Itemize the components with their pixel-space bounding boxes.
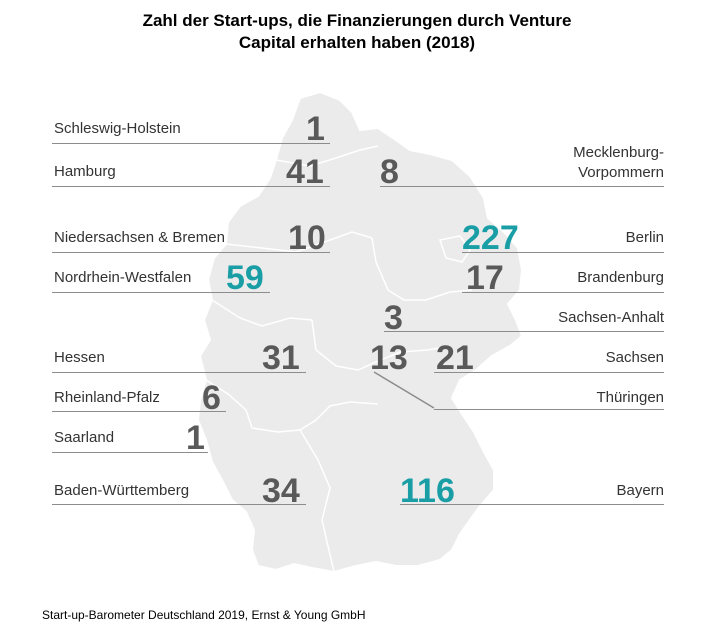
- rule-brandenburg: [462, 292, 664, 293]
- rule-hessen: [52, 372, 306, 373]
- label-sachsen: Sachsen: [605, 349, 664, 366]
- rule-schleswig-holstein: [52, 143, 330, 144]
- source-note: Start-up-Barometer Deutschland 2019, Ern…: [42, 608, 366, 622]
- rule-sachsen-anhalt: [384, 331, 664, 332]
- value-baden-wuerttemberg: 34: [262, 472, 300, 510]
- rule-niedersachsen-bremen: [52, 252, 330, 253]
- value-mecklenburg-vorpommern: 8: [380, 153, 399, 191]
- label-sachsen-anhalt: Sachsen-Anhalt: [558, 309, 664, 326]
- label-berlin: Berlin: [625, 229, 664, 246]
- title-line-2: Capital erhalten haben (2018): [238, 33, 476, 52]
- title-line-1: Zahl der Start-ups, die Finanzierungen d…: [142, 11, 572, 30]
- rule-sachsen: [434, 372, 664, 373]
- label-baden-wuerttemberg: Baden-Württemberg: [54, 482, 190, 499]
- value-hamburg: 41: [286, 153, 324, 191]
- label-schleswig-holstein: Schleswig-Holstein: [54, 120, 181, 137]
- value-nordrhein-westfalen: 59: [226, 259, 264, 297]
- value-saarland: 1: [186, 419, 205, 457]
- label-thueringen: Thüringen: [596, 389, 664, 406]
- label-hamburg: Hamburg: [54, 163, 116, 180]
- label-saarland: Saarland: [54, 429, 115, 446]
- value-thueringen: 13: [370, 339, 408, 377]
- label-hessen: Hessen: [54, 349, 105, 366]
- value-rheinland-pfalz: 6: [202, 379, 221, 417]
- rule-thueringen: [434, 409, 664, 410]
- label-mecklenburg-vorpommern-line-1: Mecklenburg-: [573, 144, 664, 161]
- value-schleswig-holstein: 1: [306, 110, 325, 148]
- leader-line-thueringen: [373, 371, 435, 409]
- rule-baden-wuerttemberg: [52, 504, 306, 505]
- value-brandenburg: 17: [466, 259, 504, 297]
- rule-hamburg: [52, 186, 330, 187]
- rule-nordrhein-westfalen: [52, 292, 270, 293]
- value-sachsen: 21: [436, 339, 474, 377]
- value-hessen: 31: [262, 339, 300, 377]
- value-berlin: 227: [462, 219, 519, 257]
- germany-outline: [196, 90, 524, 574]
- label-niedersachsen-bremen: Niedersachsen & Bremen: [54, 229, 225, 246]
- rule-mecklenburg-vorpommern: [380, 186, 664, 187]
- value-sachsen-anhalt: 3: [384, 299, 403, 337]
- value-niedersachsen-bremen: 10: [288, 219, 326, 257]
- rule-saarland: [52, 452, 208, 453]
- rule-berlin: [462, 252, 664, 253]
- rule-rheinland-pfalz: [52, 411, 226, 412]
- label-nordrhein-westfalen: Nordrhein-Westfalen: [54, 269, 192, 286]
- label-rheinland-pfalz: Rheinland-Pfalz: [54, 389, 160, 406]
- value-bayern: 116: [400, 472, 455, 510]
- state-borders: [205, 145, 473, 573]
- rule-bayern: [400, 504, 664, 505]
- chart-title: Zahl der Start-ups, die Finanzierungen d…: [0, 10, 714, 54]
- label-bayern: Bayern: [616, 482, 664, 499]
- label-mecklenburg-vorpommern-line-2: Vorpommern: [578, 164, 664, 181]
- label-brandenburg: Brandenburg: [577, 269, 664, 286]
